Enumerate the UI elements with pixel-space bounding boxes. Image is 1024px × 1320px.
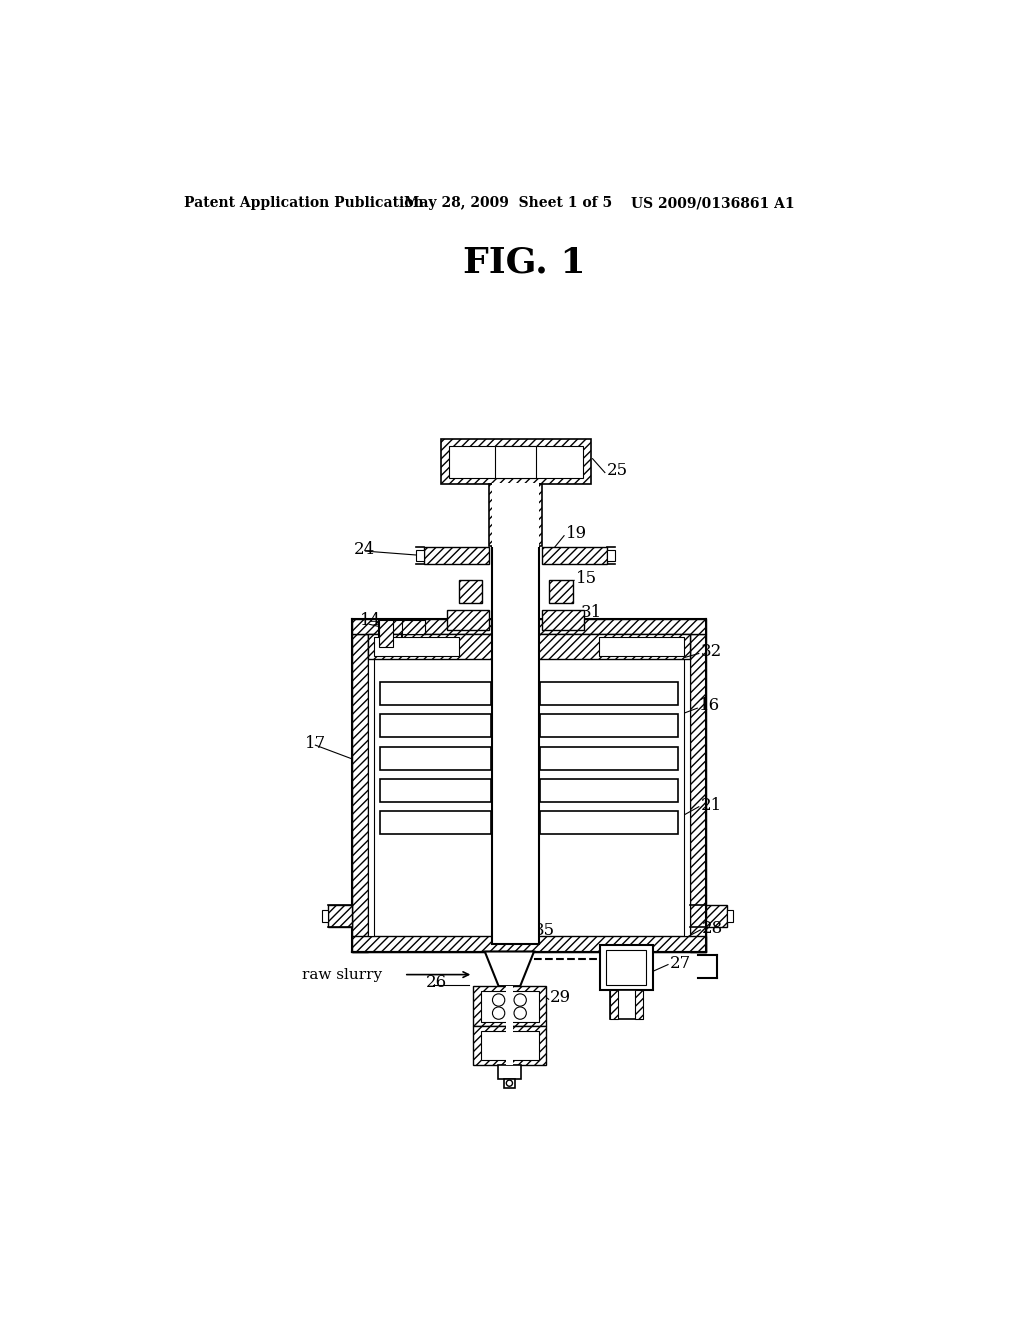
- Bar: [368, 635, 374, 936]
- Text: Patent Application Publication: Patent Application Publication: [184, 197, 424, 210]
- Text: 35: 35: [535, 923, 555, 940]
- Bar: [380, 747, 490, 770]
- Circle shape: [493, 1007, 505, 1019]
- Bar: [498, 1065, 521, 1078]
- Circle shape: [514, 994, 526, 1006]
- Circle shape: [514, 1007, 526, 1019]
- Bar: [473, 1026, 547, 1065]
- Bar: [541, 812, 678, 834]
- Bar: [380, 714, 490, 738]
- Bar: [447, 610, 489, 630]
- Bar: [607, 550, 614, 561]
- Bar: [506, 986, 513, 1065]
- Text: 36: 36: [515, 1034, 537, 1051]
- Bar: [706, 906, 727, 927]
- Bar: [504, 1078, 515, 1088]
- Text: raw slurry: raw slurry: [301, 968, 382, 982]
- Bar: [424, 548, 489, 564]
- Text: 16: 16: [698, 697, 720, 714]
- Bar: [380, 812, 490, 834]
- Bar: [481, 1031, 539, 1060]
- Bar: [599, 638, 684, 656]
- Text: 27: 27: [670, 954, 691, 972]
- Circle shape: [506, 1080, 512, 1086]
- Polygon shape: [484, 952, 535, 986]
- Text: US 2009/0136861 A1: US 2009/0136861 A1: [631, 197, 795, 210]
- Bar: [635, 990, 643, 1019]
- Bar: [541, 747, 678, 770]
- Text: 15: 15: [575, 569, 597, 586]
- Bar: [368, 635, 690, 659]
- Bar: [492, 524, 540, 944]
- Text: 26: 26: [426, 974, 447, 991]
- Text: 31: 31: [581, 605, 602, 622]
- Bar: [379, 620, 393, 647]
- Bar: [550, 581, 572, 603]
- Bar: [449, 446, 584, 478]
- Bar: [416, 550, 424, 561]
- Bar: [610, 990, 643, 1019]
- Bar: [322, 909, 328, 923]
- Bar: [542, 548, 607, 564]
- Bar: [473, 986, 547, 1026]
- Bar: [541, 714, 678, 738]
- Bar: [690, 635, 706, 952]
- Bar: [380, 682, 490, 705]
- Text: 19: 19: [565, 525, 587, 543]
- Bar: [727, 909, 733, 923]
- Bar: [610, 990, 617, 1019]
- Bar: [328, 906, 352, 927]
- Bar: [541, 682, 678, 705]
- Text: 32: 32: [700, 643, 722, 660]
- Bar: [352, 635, 368, 952]
- Bar: [459, 581, 481, 603]
- Bar: [489, 484, 542, 545]
- Bar: [495, 446, 537, 478]
- Text: 17: 17: [304, 735, 326, 752]
- Bar: [352, 619, 706, 635]
- Bar: [600, 945, 652, 990]
- Bar: [492, 483, 540, 548]
- Text: 14: 14: [360, 612, 381, 628]
- Bar: [684, 635, 690, 936]
- Bar: [352, 936, 706, 952]
- Text: May 28, 2009  Sheet 1 of 5: May 28, 2009 Sheet 1 of 5: [403, 197, 612, 210]
- Text: 25: 25: [606, 462, 628, 479]
- Bar: [402, 620, 425, 635]
- Bar: [380, 779, 490, 803]
- Circle shape: [493, 994, 505, 1006]
- Text: 21: 21: [700, 797, 722, 813]
- Text: 29: 29: [550, 989, 571, 1006]
- Text: FIG. 1: FIG. 1: [464, 246, 586, 280]
- Bar: [541, 779, 678, 803]
- Bar: [441, 440, 591, 484]
- Bar: [481, 991, 539, 1022]
- Bar: [374, 638, 459, 656]
- Text: 24: 24: [354, 541, 375, 558]
- Bar: [542, 610, 584, 630]
- Text: 28: 28: [701, 920, 723, 937]
- Bar: [606, 950, 646, 985]
